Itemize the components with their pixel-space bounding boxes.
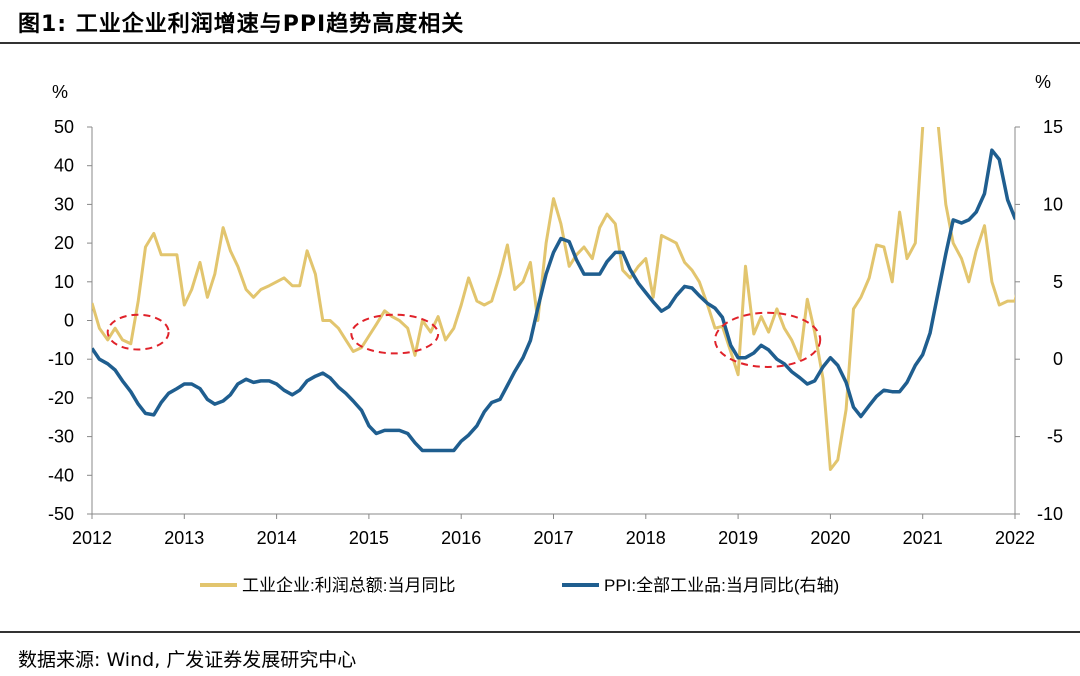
left-tick-label: -20 — [48, 388, 74, 408]
x-tick-label: 2018 — [626, 528, 666, 548]
x-tick-label: 2021 — [903, 528, 943, 548]
left-tick-label: -50 — [48, 504, 74, 524]
bottom-divider — [0, 631, 1080, 633]
left-tick-label: 20 — [54, 233, 74, 253]
dashed-ellipse-annotation — [106, 313, 170, 351]
left-tick-label: -40 — [48, 465, 74, 485]
axes: 50403020100-10-20-30-40-50151050-5-10201… — [48, 117, 1063, 548]
x-tick-label: 2015 — [349, 528, 389, 548]
dashed-ellipse-annotation — [714, 311, 822, 368]
right-tick-label: 5 — [1053, 272, 1063, 292]
source-note: 数据来源: Wind, 广发证券发展研究中心 — [18, 649, 357, 671]
right-tick-label: -5 — [1047, 427, 1063, 447]
x-tick-label: 2013 — [164, 528, 204, 548]
right-tick-label: -10 — [1037, 504, 1063, 524]
left-tick-label: 0 — [64, 311, 74, 331]
right-tick-label: 15 — [1043, 117, 1063, 137]
line-chart: % % 50403020100-10-20-30-40-50151050-5-1… — [48, 72, 1063, 595]
legend-label-profit: 工业企业:利润总额:当月同比 — [242, 576, 455, 595]
top-divider — [0, 42, 1080, 44]
ppi-series-line — [92, 148, 1015, 453]
x-tick-label: 2020 — [810, 528, 850, 548]
profit-series-line — [92, 127, 1015, 471]
x-tick-label: 2014 — [257, 528, 297, 548]
right-axis-unit: % — [1035, 72, 1051, 92]
left-tick-label: 50 — [54, 117, 74, 137]
left-tick-label: 30 — [54, 194, 74, 214]
x-tick-label: 2016 — [441, 528, 481, 548]
left-tick-label: -30 — [48, 427, 74, 447]
series-lines — [92, 127, 1015, 471]
left-tick-label: 40 — [54, 156, 74, 176]
legend: 工业企业:利润总额:当月同比 PPI:全部工业品:当月同比(右轴) — [200, 576, 839, 595]
left-tick-label: -10 — [48, 349, 74, 369]
left-axis-unit: % — [52, 82, 68, 102]
right-tick-label: 0 — [1053, 349, 1063, 369]
x-tick-label: 2017 — [533, 528, 573, 548]
annotations — [106, 311, 822, 368]
legend-label-ppi: PPI:全部工业品:当月同比(右轴) — [604, 576, 839, 595]
x-tick-label: 2019 — [718, 528, 758, 548]
x-tick-label: 2022 — [995, 528, 1035, 548]
figure-title: 图1: 工业企业利润增速与PPI趋势高度相关 — [18, 12, 465, 37]
dashed-ellipse-annotation — [350, 313, 440, 355]
left-tick-label: 10 — [54, 272, 74, 292]
x-tick-label: 2012 — [72, 528, 112, 548]
right-tick-label: 10 — [1043, 194, 1063, 214]
